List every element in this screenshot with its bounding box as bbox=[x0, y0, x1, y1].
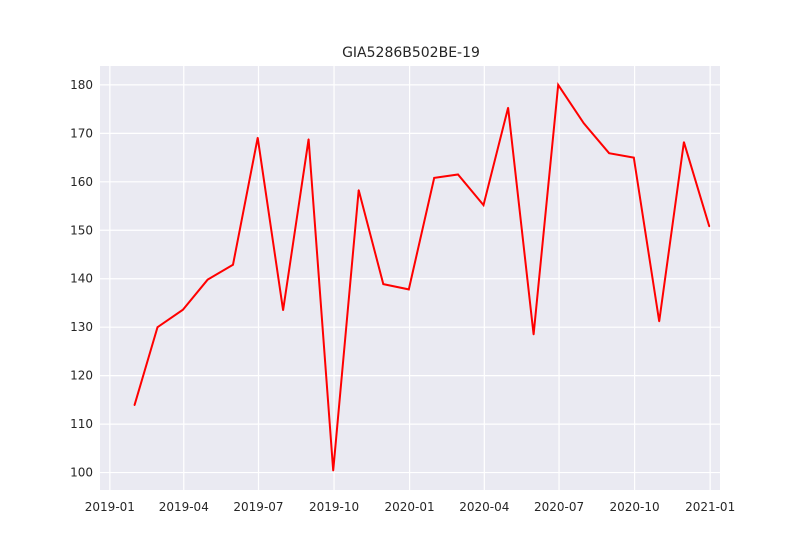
x-tick-label: 2021-01 bbox=[685, 500, 735, 514]
data-point bbox=[357, 189, 360, 191]
y-tick-label: 170 bbox=[70, 126, 93, 140]
data-point bbox=[457, 173, 459, 176]
y-tick-label: 140 bbox=[70, 272, 93, 286]
data-point bbox=[282, 309, 284, 312]
data-point bbox=[482, 204, 485, 206]
data-point bbox=[433, 177, 436, 179]
y-tick-label: 150 bbox=[70, 223, 93, 237]
x-tick-label: 2019-10 bbox=[309, 500, 359, 514]
x-gridlines bbox=[109, 66, 711, 490]
data-point bbox=[532, 333, 535, 336]
data-point bbox=[708, 225, 711, 228]
data-point bbox=[256, 136, 259, 139]
data-point bbox=[156, 326, 159, 329]
data-point bbox=[133, 404, 136, 407]
y-tick-label: 110 bbox=[70, 417, 93, 431]
data-point bbox=[307, 138, 310, 140]
data-point bbox=[658, 320, 660, 323]
data-point bbox=[683, 141, 685, 143]
data-point bbox=[408, 288, 410, 291]
y-tick-label: 120 bbox=[70, 369, 93, 383]
x-tick-label: 2019-01 bbox=[85, 500, 135, 514]
y-tick-label: 130 bbox=[70, 320, 93, 334]
data-point bbox=[206, 278, 209, 281]
series-group bbox=[133, 82, 711, 472]
y-tick-label: 180 bbox=[70, 78, 93, 92]
data-point bbox=[633, 156, 635, 159]
data-point bbox=[557, 84, 559, 86]
y-tick-label: 160 bbox=[70, 175, 93, 189]
y-gridlines bbox=[100, 84, 720, 474]
x-tick-label: 2020-01 bbox=[385, 500, 435, 514]
x-tick-label: 2019-04 bbox=[159, 500, 209, 514]
data-point bbox=[608, 152, 610, 154]
data-point bbox=[582, 122, 585, 124]
data-point bbox=[382, 283, 385, 285]
y-tick-label: 100 bbox=[70, 466, 93, 480]
chart-title: GIA5286B502BE-19 bbox=[342, 45, 480, 61]
x-tick-label: 2020-10 bbox=[610, 500, 660, 514]
x-tick-label: 2019-07 bbox=[233, 500, 283, 514]
series-line bbox=[133, 82, 711, 471]
x-axis-ticks: 2019-01 2019-04 2019-07 2019-10 2020-01 2020-… bbox=[85, 500, 735, 514]
data-point bbox=[232, 263, 234, 266]
data-point bbox=[507, 106, 509, 109]
y-axis-ticks: 100 110 120 130 140 150 160 170 180 bbox=[70, 78, 93, 480]
x-tick-label: 2020-04 bbox=[459, 500, 509, 514]
data-point bbox=[182, 308, 184, 311]
x-tick-label: 2020-07 bbox=[534, 500, 584, 514]
data-point bbox=[332, 469, 335, 472]
